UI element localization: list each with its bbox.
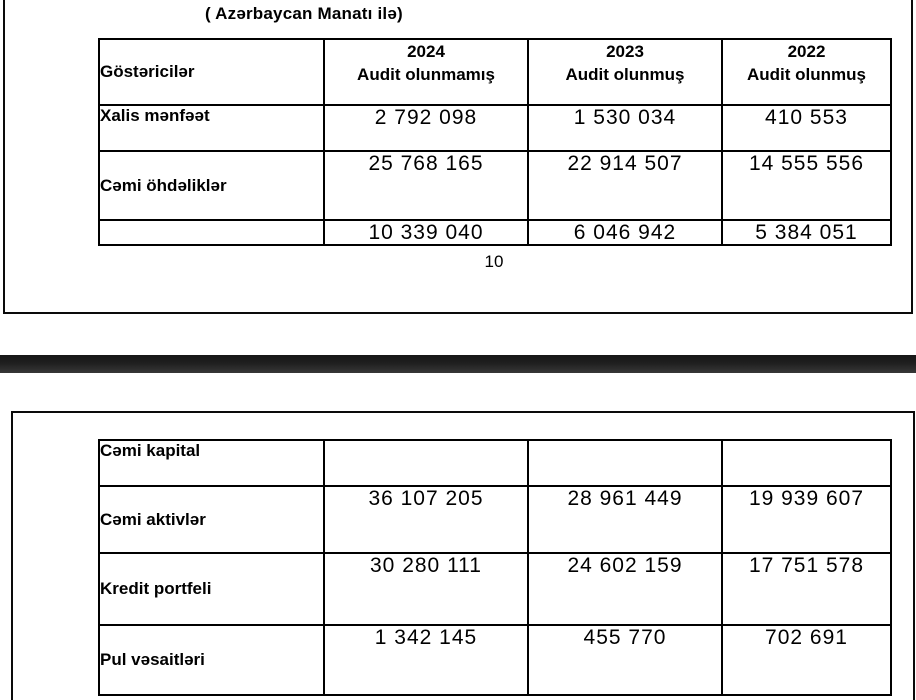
- financials-table-page1: Göstəricilər 2024 Audit olunmamış 2023 A…: [98, 38, 892, 247]
- value-2024: 10 339 040: [323, 218, 529, 247]
- row-label: Xalis mənfəət: [98, 104, 325, 152]
- header-year-2022: 2022: [787, 42, 826, 61]
- row-label: Pul vəsaitləri: [98, 624, 325, 696]
- value-2023: [527, 439, 723, 487]
- value-2024: 25 768 165: [323, 150, 529, 221]
- value-2022: 410 553: [721, 104, 892, 152]
- page-separator-bar: [0, 355, 916, 373]
- header-status-2023: Audit olunmuş: [565, 65, 685, 84]
- page-number: 10: [484, 252, 504, 271]
- header-year-2024: 2024: [407, 42, 445, 61]
- row-label: Cəmi öhdəliklər: [98, 150, 325, 221]
- table-row-cash-funds: Pul vəsaitləri 1 342 145 455 770 702 691: [98, 624, 892, 696]
- header-year-2023: 2023: [606, 42, 644, 61]
- value-2024: 1 342 145: [323, 624, 529, 696]
- financials-table-page2: Cəmi kapital Cəmi aktivlər 36 107 205 28…: [98, 439, 892, 696]
- value-2022: 19 939 607: [721, 485, 892, 554]
- header-2023: 2023 Audit olunmuş: [527, 38, 723, 106]
- header-2022: 2022 Audit olunmuş: [721, 38, 892, 106]
- row-label: Cəmi aktivlər: [98, 485, 325, 554]
- document-page-2: Cəmi kapital Cəmi aktivlər 36 107 205 28…: [11, 411, 915, 700]
- value-2024: 2 792 098: [323, 104, 529, 152]
- table-row-total-liabilities: Cəmi öhdəliklər 25 768 165 22 914 507 14…: [98, 150, 892, 221]
- header-status-2024: Audit olunmamış: [357, 65, 495, 84]
- row-label: Kredit portfeli: [98, 552, 325, 626]
- row-label: Cəmi kapital: [98, 439, 325, 487]
- value-2023: 455 770: [527, 624, 723, 696]
- value-2023: 28 961 449: [527, 485, 723, 554]
- value-2022: [721, 439, 892, 487]
- table-row-total-capital: Cəmi kapital: [98, 439, 892, 487]
- document-page-1: ( Azərbaycan Manatı ilə) Göstəricilər 20…: [3, 0, 913, 314]
- value-2023: 24 602 159: [527, 552, 723, 626]
- table-row-total-assets: Cəmi aktivlər 36 107 205 28 961 449 19 9…: [98, 485, 892, 554]
- value-2023: 6 046 942: [527, 218, 723, 247]
- value-2022: 14 555 556: [721, 150, 892, 221]
- header-status-2022: Audit olunmuş: [747, 65, 866, 84]
- row-label: [98, 218, 325, 247]
- currency-note-title: ( Azərbaycan Manatı ilə): [205, 4, 403, 23]
- value-2022: 5 384 051: [721, 218, 892, 247]
- value-2023: 1 530 034: [527, 104, 723, 152]
- table-header-row: Göstəricilər 2024 Audit olunmamış 2023 A…: [98, 38, 892, 106]
- table-row-loan-portfolio: Kredit portfeli 30 280 111 24 602 159 17…: [98, 552, 892, 626]
- value-2024: 30 280 111: [323, 552, 529, 626]
- table-row-unlabeled: 10 339 040 6 046 942 5 384 051: [98, 218, 892, 247]
- header-indicators: Göstəricilər: [98, 38, 325, 106]
- table-row-net-profit: Xalis mənfəət 2 792 098 1 530 034 410 55…: [98, 104, 892, 152]
- value-2024: 36 107 205: [323, 485, 529, 554]
- value-2022: 702 691: [721, 624, 892, 696]
- value-2022: 17 751 578: [721, 552, 892, 626]
- value-2023: 22 914 507: [527, 150, 723, 221]
- value-2024: [323, 439, 529, 487]
- header-2024: 2024 Audit olunmamış: [323, 38, 529, 106]
